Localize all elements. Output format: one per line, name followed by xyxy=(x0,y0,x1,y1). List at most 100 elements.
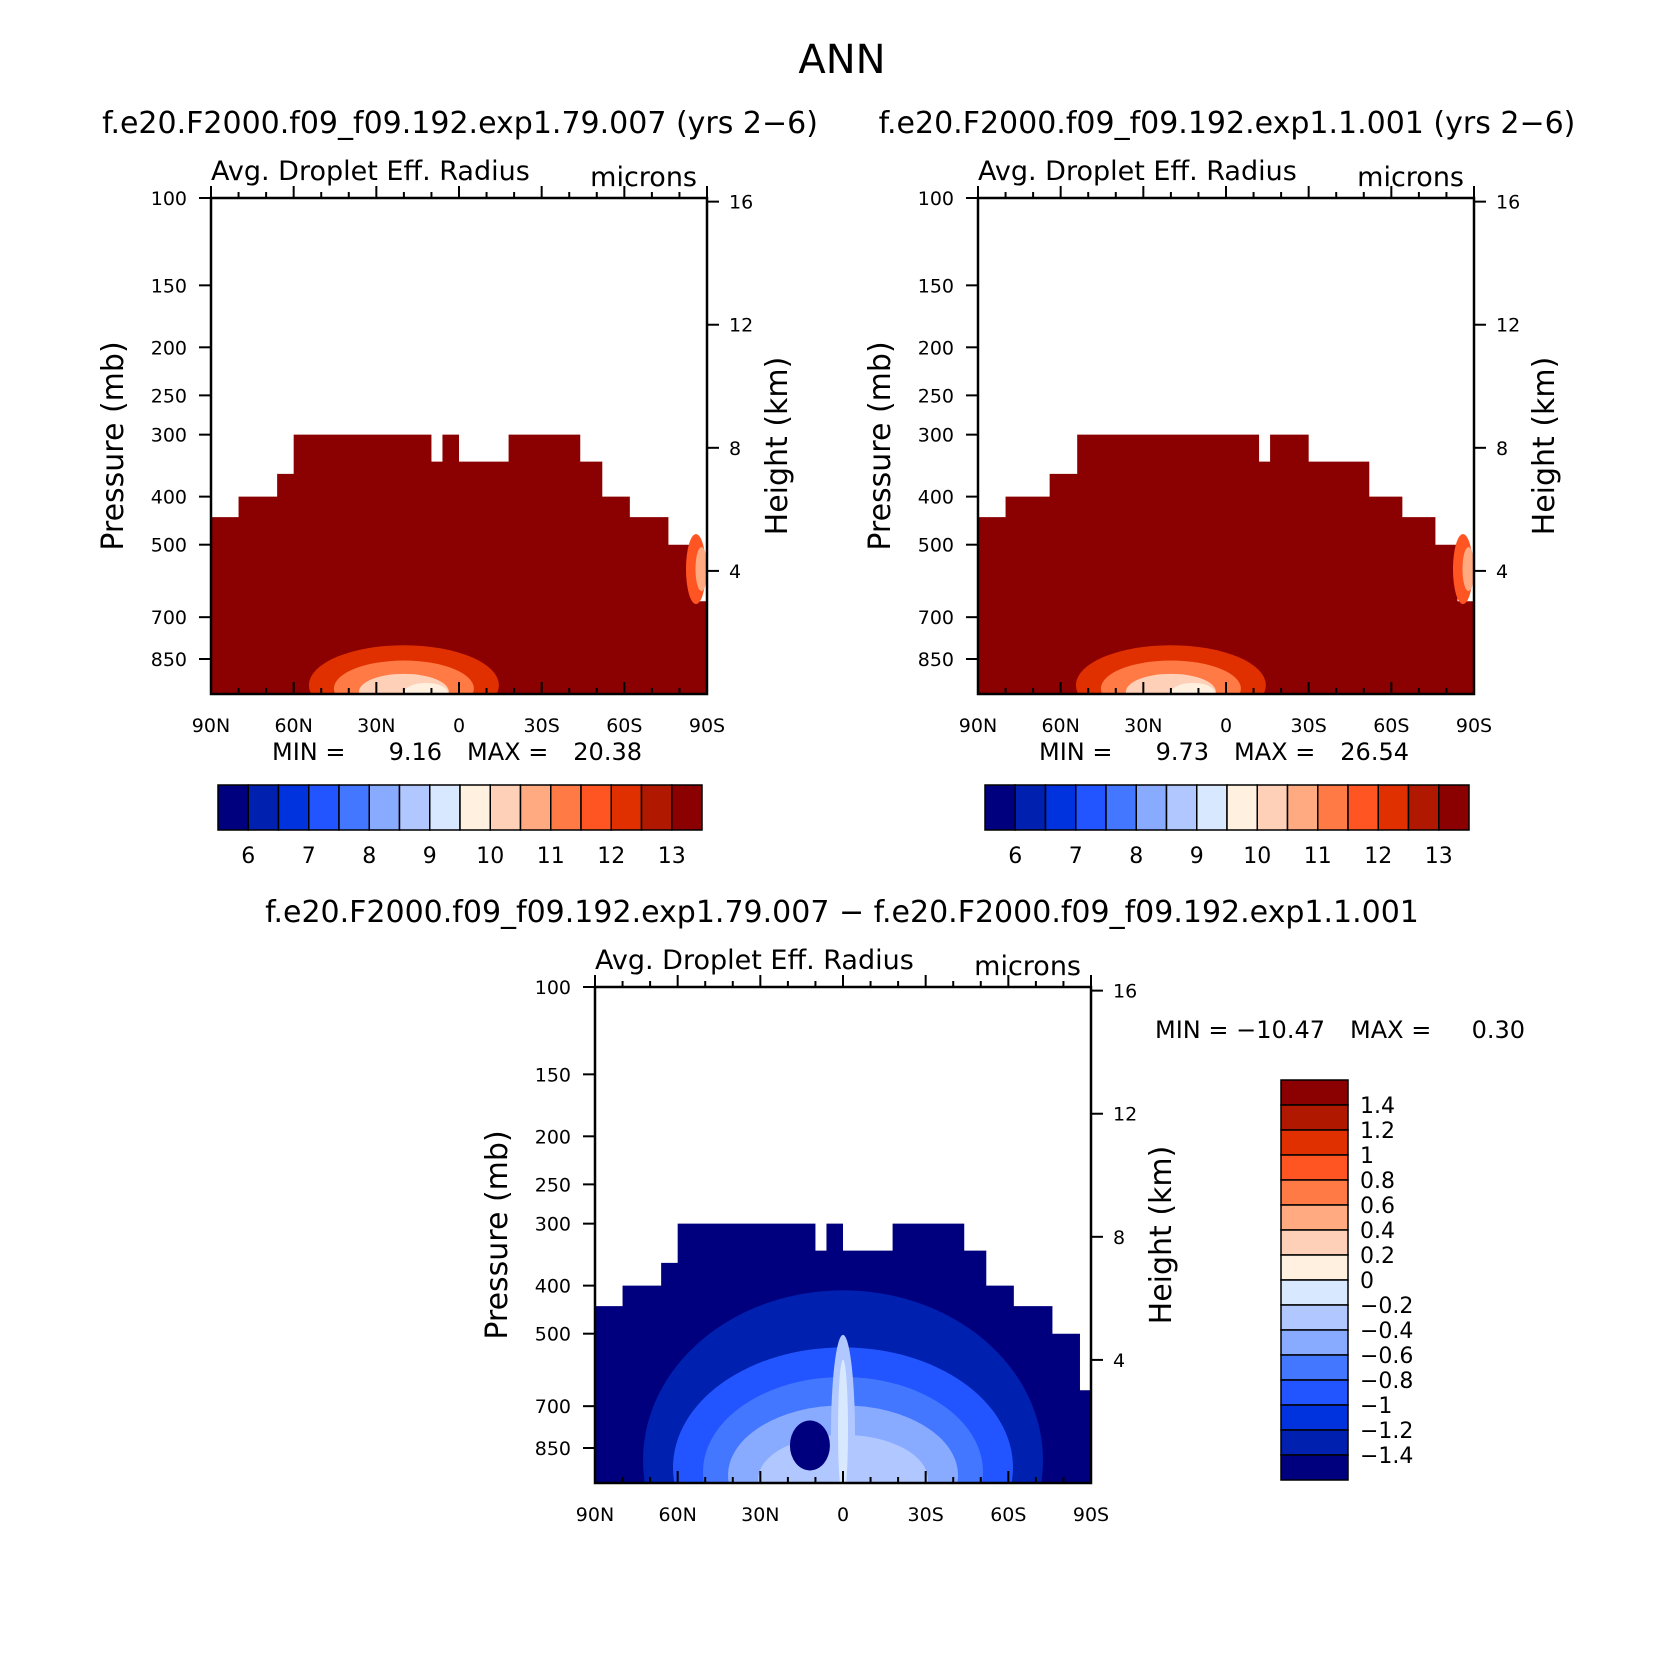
plot-title: Avg. Droplet Eff. Radius xyxy=(211,156,530,187)
max-label: MAX = xyxy=(1350,1016,1431,1044)
data-field xyxy=(595,1223,1091,1483)
colorbar-swatch xyxy=(1377,784,1410,831)
y2-tick-label: 8 xyxy=(1113,1227,1125,1249)
colorbar-swatch xyxy=(671,784,703,831)
colorbar-swatch xyxy=(1280,1404,1349,1431)
colorbar-swatch xyxy=(1280,1129,1349,1156)
colorbar-swatch xyxy=(1347,784,1379,831)
colorbar-swatch xyxy=(1280,1229,1349,1256)
min-value: −10.47 xyxy=(1236,1016,1325,1044)
y-tick-label: 500 xyxy=(151,535,187,557)
colorbar-swatch xyxy=(640,784,673,831)
colorbar-swatch xyxy=(1256,784,1289,831)
colorbar-swatch xyxy=(1280,1329,1349,1356)
y2-tick-label: 16 xyxy=(1496,192,1520,214)
y-axis-title: Pressure (mb) xyxy=(480,1130,515,1339)
colorbar-swatch xyxy=(368,784,401,831)
colorbar-swatch xyxy=(277,784,310,831)
data-field xyxy=(978,434,1474,694)
y2-tick-label: 12 xyxy=(729,315,753,337)
cloud-region xyxy=(211,434,707,694)
y2-tick-label: 4 xyxy=(1113,1350,1125,1372)
y-tick-label: 400 xyxy=(918,487,954,509)
data-field xyxy=(211,434,707,694)
colorbar-swatch xyxy=(1286,784,1319,831)
colorbar-swatch xyxy=(1280,1304,1349,1331)
x-tick-label: 30N xyxy=(1124,715,1162,737)
y-tick-label: 200 xyxy=(918,337,954,359)
x-tick-label: 30S xyxy=(1291,715,1327,737)
y2-axis-title: Height (km) xyxy=(1144,1146,1179,1325)
panel-3: f.e20.F2000.f09_f09.192.exp1.79.007 − f.… xyxy=(265,895,1525,1526)
colorbar-label: 7 xyxy=(302,844,316,869)
colorbar-label: 8 xyxy=(362,844,376,869)
colorbar-swatch xyxy=(1165,784,1198,831)
x-tick-label: 0 xyxy=(453,715,465,737)
colorbar-swatch xyxy=(1280,1179,1349,1206)
y-tick-label: 250 xyxy=(918,385,954,407)
y-tick-label: 700 xyxy=(151,607,187,629)
colorbar-swatch xyxy=(1196,784,1228,831)
min-value: 9.73 xyxy=(1156,738,1209,766)
panel-2: f.e20.F2000.f09_f09.192.exp1.1.001 (yrs … xyxy=(863,106,1575,869)
y-tick-label: 100 xyxy=(918,188,954,210)
colorbar-label: 1 xyxy=(1360,1144,1374,1169)
colorbar-swatch xyxy=(217,784,249,831)
colorbar-swatch xyxy=(1280,1104,1349,1131)
max-label: MAX = xyxy=(1234,738,1315,766)
y-tick-label: 200 xyxy=(535,1126,571,1148)
colorbar-label: −0.4 xyxy=(1360,1319,1413,1344)
colorbar-swatch xyxy=(1105,784,1137,831)
colorbar-label: −1 xyxy=(1360,1394,1392,1419)
x-tick-label: 90N xyxy=(192,715,230,737)
x-tick-label: 0 xyxy=(1220,715,1232,737)
max-label: MAX = xyxy=(467,738,548,766)
y2-tick-label: 8 xyxy=(729,438,741,460)
y-tick-label: 300 xyxy=(151,425,187,447)
y-axis-title: Pressure (mb) xyxy=(863,341,898,550)
colorbar-swatch xyxy=(1135,784,1168,831)
contour-blob xyxy=(403,682,448,694)
colorbar-label: 1.4 xyxy=(1360,1094,1395,1119)
y2-tick-label: 12 xyxy=(1496,315,1520,337)
colorbar-swatch xyxy=(1226,784,1258,831)
x-tick-label: 0 xyxy=(837,1504,849,1526)
x-tick-label: 30N xyxy=(741,1504,779,1526)
colorbar: 6 7 8 9 10 11 12 13 xyxy=(984,784,1470,869)
colorbar-swatch xyxy=(1280,1354,1349,1381)
colorbar-label: 1.2 xyxy=(1360,1119,1395,1144)
y-tick-label: 300 xyxy=(918,425,954,447)
colorbar-swatch xyxy=(1075,784,1107,831)
plot-title: Avg. Droplet Eff. Radius xyxy=(595,945,914,976)
colorbar-label: 12 xyxy=(597,844,625,869)
y-tick-label: 400 xyxy=(535,1276,571,1298)
x-tick-label: 60N xyxy=(274,715,312,737)
x-tick-label: 30S xyxy=(524,715,560,737)
colorbar-label: −1.4 xyxy=(1360,1444,1413,1469)
y-tick-label: 700 xyxy=(535,1396,571,1418)
colorbar-swatch xyxy=(1044,784,1077,831)
panel-1: f.e20.F2000.f09_f09.192.exp1.79.007 (yrs… xyxy=(96,106,818,869)
colorbar-swatch xyxy=(308,784,340,831)
plot-title: Avg. Droplet Eff. Radius xyxy=(978,156,1297,187)
y-tick-label: 100 xyxy=(151,188,187,210)
colorbar-swatch xyxy=(1407,784,1440,831)
colorbar-swatch xyxy=(1280,1154,1349,1181)
colorbar-label: 10 xyxy=(476,844,504,869)
colorbar-label: 0.2 xyxy=(1360,1244,1395,1269)
colorbar-label: 13 xyxy=(658,844,686,869)
y2-axis-title: Height (km) xyxy=(760,357,795,536)
colorbar-label: −0.8 xyxy=(1360,1369,1413,1394)
colorbar-label: −0.6 xyxy=(1360,1344,1413,1369)
colorbar-label: 0.6 xyxy=(1360,1194,1395,1219)
y-tick-label: 700 xyxy=(918,607,954,629)
colorbar-swatch xyxy=(459,784,491,831)
y2-tick-label: 8 xyxy=(1496,438,1508,460)
contour-blob xyxy=(789,1420,830,1471)
colorbar: 1.41.210.80.60.40.20−0.2−0.4−0.6−0.8−1−1… xyxy=(1280,1079,1413,1481)
y2-tick-label: 16 xyxy=(729,192,753,214)
case-label: f.e20.F2000.f09_f09.192.exp1.1.001 (yrs … xyxy=(879,106,1576,141)
colorbar-label: −1.2 xyxy=(1360,1419,1413,1444)
y-tick-label: 500 xyxy=(535,1324,571,1346)
